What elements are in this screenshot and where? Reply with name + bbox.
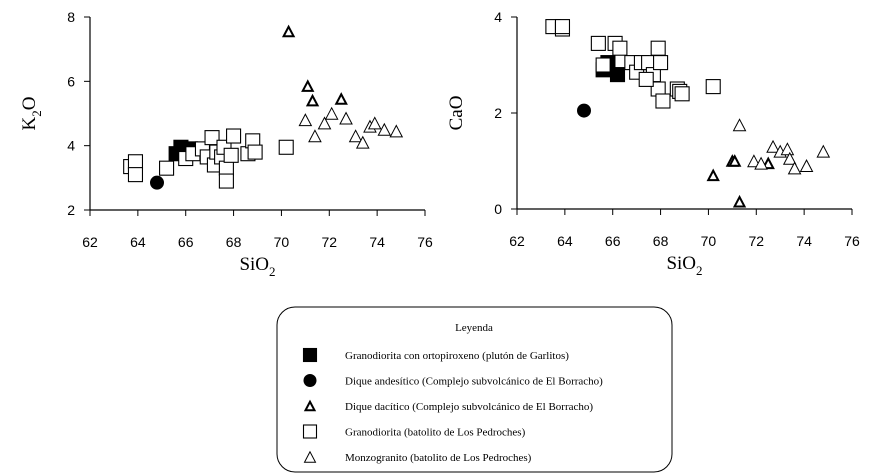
- monzogranite-point: [780, 142, 795, 156]
- monzogranite-point: [816, 144, 831, 158]
- x-axis-label: SiO2: [666, 253, 702, 278]
- y-tick-label: 0: [494, 201, 502, 217]
- dacitic-point: [281, 24, 296, 38]
- granodiorite-point: [218, 160, 234, 176]
- x-tick-label: 72: [748, 233, 764, 249]
- granodiorite-point: [226, 128, 242, 144]
- granodiorite-point: [674, 86, 690, 102]
- monzogranite-point: [787, 161, 802, 175]
- legend-marker-andesitic: [303, 374, 317, 387]
- dacitic-point: [706, 168, 720, 182]
- y-tick-label: 2: [494, 105, 502, 121]
- x-axis-label: SiO2: [239, 254, 275, 279]
- granodiorite-point: [653, 55, 669, 71]
- legend-items: Granodiorita con ortopiroxeno (plutón de…: [302, 347, 603, 464]
- legend-label-monzogranite: Monzogranito (batolito de Los Pedroches): [345, 452, 532, 464]
- cao-vs-sio2-chart: 62 64 66 68 70 72 74 76 0 2 4 SiO2 CaO: [446, 9, 860, 278]
- legend-marker-monzogranite: [303, 450, 317, 463]
- monzogranite-point: [766, 139, 780, 153]
- legend-marker-dacitic: [303, 399, 317, 412]
- granodiorite-point: [127, 154, 144, 170]
- x-tick-label: 72: [321, 234, 337, 250]
- legend: Leyenda Granodiorita con ortopiroxeno (p…: [276, 306, 673, 473]
- granodiorite-point: [705, 79, 721, 95]
- granodiorite-point: [127, 167, 144, 183]
- andesitic-point: [577, 103, 591, 118]
- monzogranite-point: [747, 154, 761, 168]
- x-tick-label: 66: [605, 233, 621, 249]
- legend-label-dacitic: Dique dacítico (Complejo subvolcánico de…: [345, 401, 593, 413]
- x-tick-label: 68: [226, 234, 242, 250]
- y-tick-label: 2: [67, 202, 75, 218]
- dacitic-point: [728, 154, 742, 167]
- ortho-point: [609, 67, 626, 83]
- monzogranite-point: [377, 122, 392, 136]
- monzogranite-point: [355, 135, 370, 149]
- x-tick-label: 74: [369, 234, 385, 250]
- x-tick-label: 76: [417, 234, 433, 250]
- dacitic-point: [732, 194, 747, 208]
- granodiorite-point: [638, 71, 654, 87]
- x-tick-label: 66: [178, 234, 194, 250]
- y-tick-label: 4: [67, 138, 75, 154]
- y-tick-label: 8: [67, 9, 75, 25]
- legend-marker-ortho: [302, 347, 318, 363]
- x-tick-label: 62: [82, 234, 98, 250]
- monzogranite-point: [754, 156, 768, 170]
- granodiorite-point: [612, 40, 628, 56]
- legend-marker-granodiorite: [302, 424, 318, 439]
- legend-box: [276, 306, 673, 473]
- granodiorite-point: [159, 160, 175, 176]
- monzogranite-point: [799, 159, 814, 172]
- monzogranite-point: [339, 111, 353, 125]
- legend-title: Leyenda: [455, 322, 493, 334]
- dacitic-point: [334, 92, 348, 105]
- legend-label-ortho: Granodiorita con ortopiroxeno (plutón de…: [345, 350, 569, 362]
- granodiorite-point: [655, 93, 671, 109]
- x-tick-label: 76: [844, 233, 860, 249]
- y-tick-label: 6: [67, 73, 75, 89]
- y-axis-label: K2O: [19, 97, 44, 131]
- x-tick-label: 62: [509, 233, 525, 249]
- granodiorite-point: [595, 57, 611, 73]
- monzogranite-point: [348, 129, 363, 143]
- x-tick-label: 64: [557, 233, 573, 249]
- granodiorite-point: [554, 19, 571, 35]
- x-tick-label: 64: [130, 234, 146, 250]
- monzogranite-point: [324, 106, 339, 120]
- monzogranite-point: [317, 116, 332, 130]
- granodiorite-point: [223, 147, 239, 163]
- dacitic-point: [305, 93, 320, 107]
- monzogranite-point: [782, 151, 797, 165]
- dacitic-point: [301, 79, 315, 92]
- monzogranite-point: [732, 118, 747, 132]
- andesitic-point: [150, 175, 164, 190]
- granodiorite-point: [590, 35, 606, 51]
- x-tick-label: 70: [701, 233, 717, 249]
- y-axis-label: CaO: [446, 96, 467, 131]
- monzogranite-point: [389, 124, 404, 138]
- granodiorite-point: [247, 144, 263, 160]
- monzogranite-point: [308, 129, 322, 143]
- y-tick-label: 4: [494, 9, 502, 25]
- monzogranite-point: [367, 116, 382, 130]
- granodiorite-point: [278, 139, 294, 155]
- granodiorite-point: [650, 40, 666, 56]
- legend-label-granodiorite: Granodiorita (batolito de Los Pedroches): [345, 427, 526, 439]
- monzogranite-point: [298, 113, 313, 127]
- legend-label-andesitic: Dique andesítico (Complejo subvolcánico …: [345, 376, 603, 388]
- x-tick-label: 68: [653, 233, 669, 249]
- granodiorite-point: [218, 173, 234, 189]
- x-tick-label: 70: [274, 234, 290, 250]
- x-tick-label: 74: [796, 233, 812, 249]
